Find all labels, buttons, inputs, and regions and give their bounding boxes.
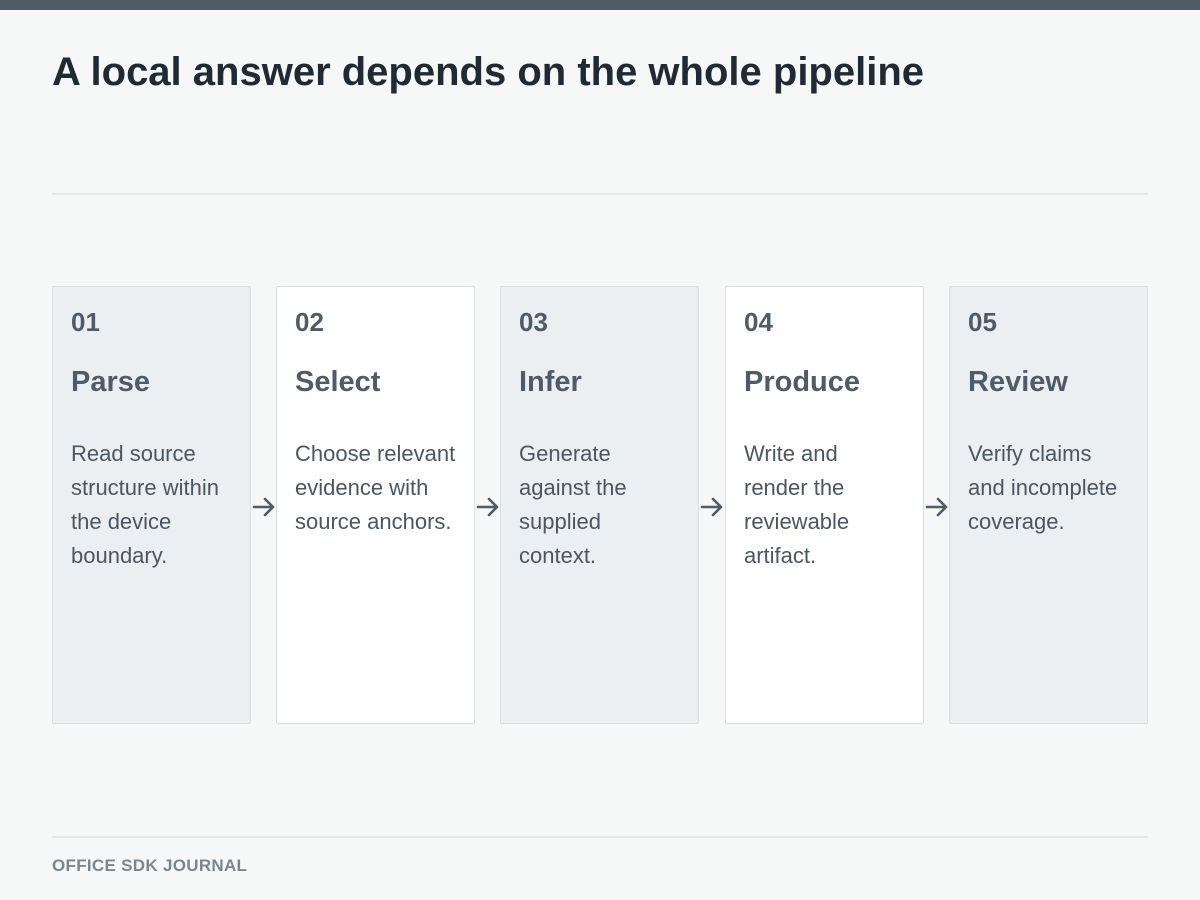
step-title: Review [968,366,1068,398]
step-number: 05 [968,307,997,337]
step-number: 01 [71,307,100,337]
step-card-infer: 03 Infer Generate against the supplied c… [500,286,699,724]
step-card-select: 02 Select Choose relevant evidence with … [276,286,475,724]
step-description: Choose relevant evidence with source anc… [295,441,456,534]
step-number: 04 [744,307,773,337]
footer-label: OFFICE SDK JOURNAL [52,856,248,875]
pipeline-diagram: 01 Parse Read source structure within th… [52,286,1148,724]
arrow-right-icon [700,497,723,517]
top-accent-bar [0,0,1200,10]
step-title: Select [295,366,381,398]
step-description: Generate against the supplied context. [519,441,627,568]
bottom-divider [52,836,1148,838]
step-description: Write and render the reviewable artifact… [744,441,850,568]
arrow-right-icon [925,497,948,517]
step-description: Verify claims and incomplete coverage. [968,441,1118,534]
arrow-right-icon [476,497,499,517]
step-title: Infer [519,366,582,398]
step-card-parse: 01 Parse Read source structure within th… [52,286,251,724]
step-description: Read source structure within the device … [71,441,219,568]
top-divider [52,193,1148,195]
step-card-review: 05 Review Verify claims and incomplete c… [949,286,1148,724]
step-title: Parse [71,366,151,398]
step-number: 02 [295,307,324,337]
page-title: A local answer depends on the whole pipe… [52,50,925,94]
step-title: Produce [744,366,861,398]
step-number: 03 [519,307,548,337]
step-card-produce: 04 Produce Write and render the reviewab… [725,286,924,724]
arrow-right-icon [252,497,275,517]
